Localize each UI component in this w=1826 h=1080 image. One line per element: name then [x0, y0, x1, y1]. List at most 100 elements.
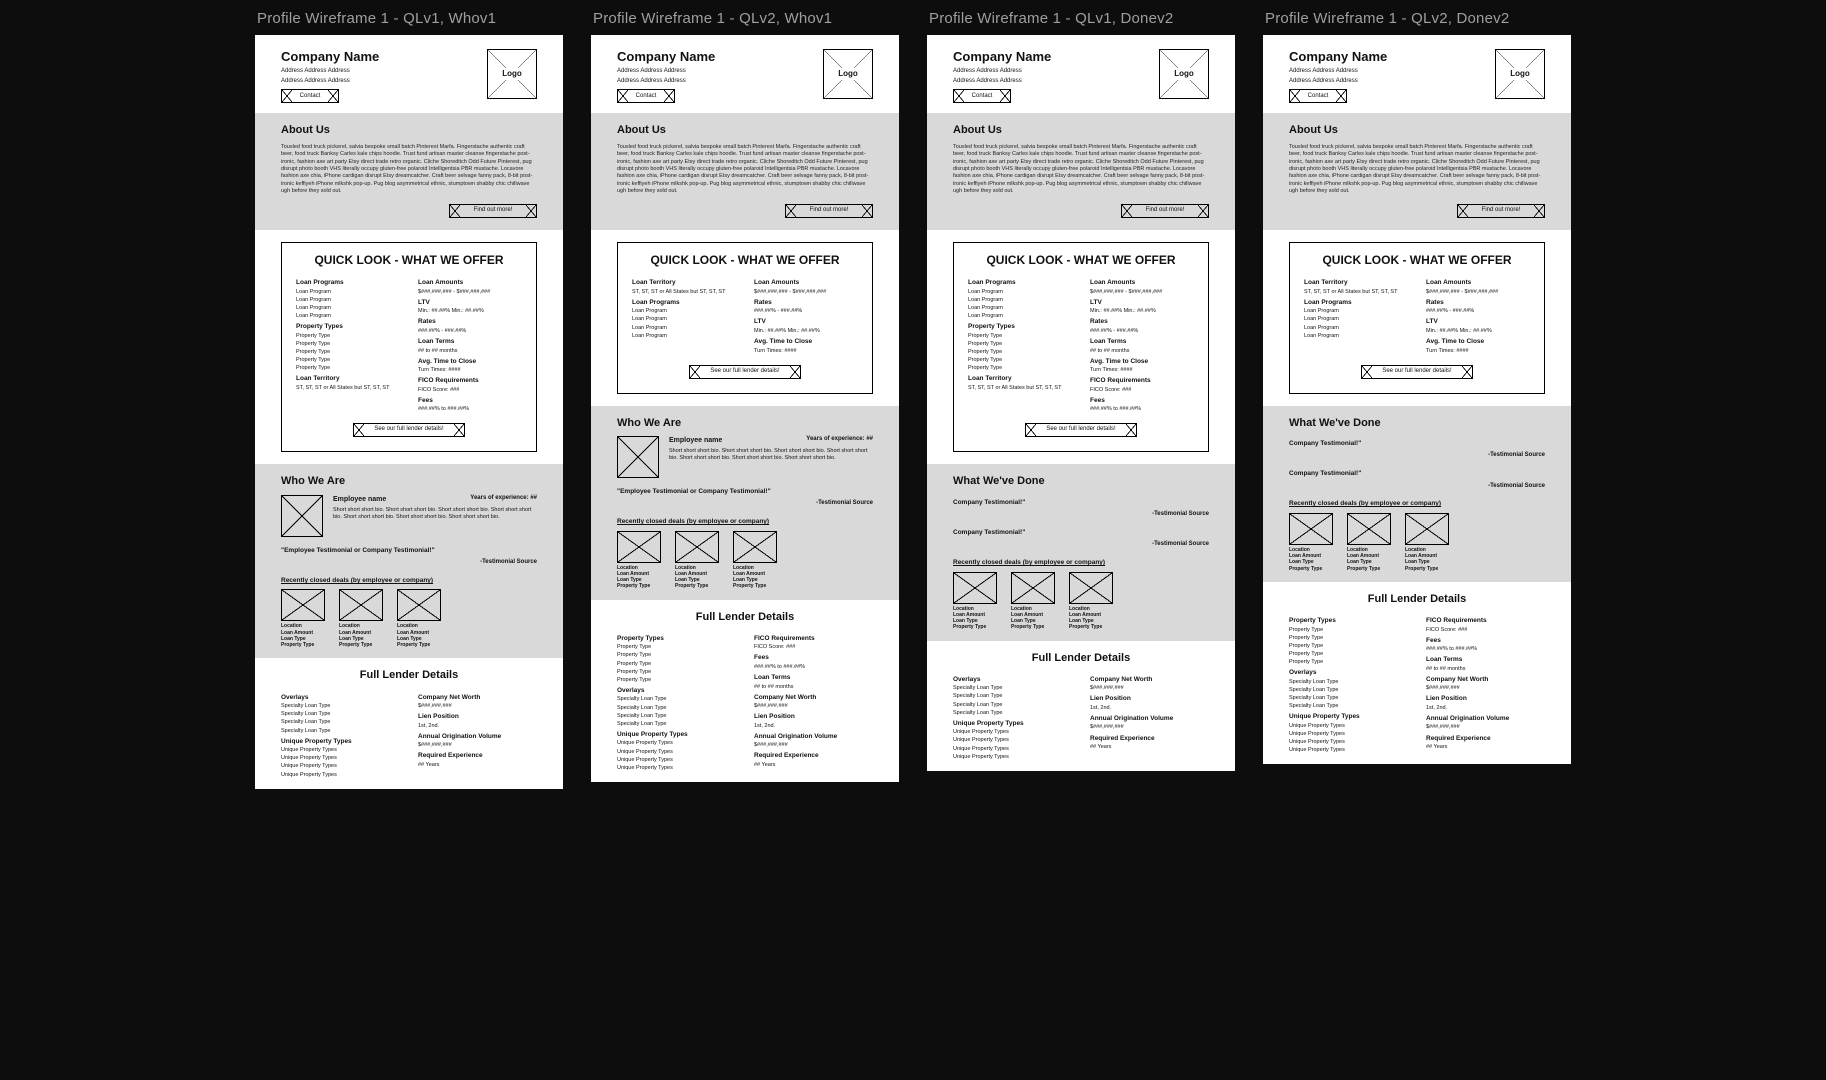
- field-value: Unique Property Types: [617, 749, 736, 756]
- field-label: Rates: [1426, 299, 1530, 307]
- field-value: ST, ST, ST or All States but ST, ST, ST: [968, 385, 1072, 392]
- contact-button[interactable]: Contact: [617, 89, 675, 103]
- hatch-icon: [1198, 205, 1208, 217]
- field-value: Loan Program: [968, 313, 1072, 320]
- logo-label: Logo: [499, 68, 525, 80]
- field-value: Property Type: [617, 669, 736, 676]
- field-value: Loan Program: [296, 313, 400, 320]
- field-label: FICO Requirements: [754, 635, 873, 643]
- testimonial-source: -Testimonial Source: [1289, 452, 1545, 460]
- full-details-section: Full Lender DetailsProperty TypesPropert…: [591, 600, 899, 782]
- hatch-icon: [526, 205, 536, 217]
- field-value: Specialty Loan Type: [281, 719, 400, 726]
- field-label: Unique Property Types: [1289, 713, 1408, 721]
- quicklook-title: QUICK LOOK - WHAT WE OFFER: [632, 253, 858, 269]
- about-heading: About Us: [1289, 123, 1545, 137]
- field-value: Unique Property Types: [617, 765, 736, 772]
- field-value: Loan Program: [968, 289, 1072, 296]
- field-value: ## Years: [1426, 744, 1545, 751]
- field-value: $###,###,###: [754, 742, 873, 749]
- address-line: Address Address Address: [953, 78, 1051, 86]
- field-value: Unique Property Types: [1289, 739, 1408, 746]
- years-of-experience: Years of experience: ##: [470, 495, 537, 504]
- field-value: $###,###,### - $###,###,###: [1090, 289, 1194, 296]
- field-label: Property Types: [296, 323, 400, 331]
- testimonial-quote: Company Testimonial!": [1289, 440, 1545, 448]
- wireframe-panel: Company NameAddress Address AddressAddre…: [591, 35, 899, 782]
- wireframe-panel: Company NameAddress Address AddressAddre…: [927, 35, 1235, 771]
- field-value: Min.: ##.##% Min.: ##.##%: [754, 328, 858, 335]
- field-value: Turn Times: ####: [418, 367, 522, 374]
- see-full-details-button[interactable]: See our full lender details!: [1025, 423, 1137, 437]
- button-label: Contact: [972, 93, 993, 101]
- field-label: Unique Property Types: [617, 731, 736, 739]
- contact-button[interactable]: Contact: [953, 89, 1011, 103]
- deal-field: Property Type: [675, 583, 719, 589]
- field-value: Property Type: [296, 349, 400, 356]
- field-label: Loan Terms: [1426, 656, 1545, 664]
- logo-label: Logo: [1507, 68, 1533, 80]
- about-section: About UsTousled food truck pickerel, sal…: [927, 113, 1235, 229]
- panel-header: Company NameAddress Address AddressAddre…: [927, 35, 1235, 113]
- logo-placeholder: Logo: [1495, 49, 1545, 99]
- field-value: ###.##% to ###.##%: [1426, 646, 1545, 653]
- field-label: Unique Property Types: [953, 720, 1072, 728]
- find-out-button[interactable]: Find out more!: [1457, 204, 1545, 218]
- panel-header: Company NameAddress Address AddressAddre…: [1263, 35, 1571, 113]
- field-value: ###.##% - ###.##%: [1090, 328, 1194, 335]
- field-value: ###.##% to ###.##%: [418, 406, 522, 413]
- address-line: Address Address Address: [953, 68, 1051, 76]
- field-label: Loan Territory: [296, 375, 400, 383]
- field-label: Overlays: [617, 687, 736, 695]
- see-full-details-button[interactable]: See our full lender details!: [1361, 365, 1473, 379]
- full-details-heading: Full Lender Details: [1289, 592, 1545, 606]
- panel-header: Company NameAddress Address AddressAddre…: [591, 35, 899, 113]
- field-value: ST, ST, ST or All States but ST, ST, ST: [632, 289, 736, 296]
- years-of-experience: Years of experience: ##: [806, 436, 873, 445]
- field-value: $###,###,###: [1426, 724, 1545, 731]
- button-label: Contact: [636, 93, 657, 101]
- deals-heading: Recently closed deals (by employee or co…: [1289, 500, 1545, 508]
- field-value: Loan Program: [1304, 333, 1408, 340]
- placeholder-image: [1289, 513, 1333, 545]
- deals-row: LocationLoan AmountLoan TypeProperty Typ…: [1289, 513, 1545, 572]
- hatch-icon: [450, 205, 460, 217]
- placeholder-image: [281, 589, 325, 621]
- field-label: Property Types: [617, 635, 736, 643]
- hatch-icon: [1458, 205, 1468, 217]
- field-value: Property Type: [617, 677, 736, 684]
- field-value: Specialty Loan Type: [1289, 679, 1408, 686]
- contact-button[interactable]: Contact: [1289, 89, 1347, 103]
- field-value: Loan Program: [632, 333, 736, 340]
- field-value: Loan Program: [296, 289, 400, 296]
- field-value: ST, ST, ST or All States but ST, ST, ST: [296, 385, 400, 392]
- about-section: About UsTousled food truck pickerel, sal…: [255, 113, 563, 229]
- deal-field: Property Type: [397, 642, 441, 648]
- field-label: Loan Amounts: [1426, 279, 1530, 287]
- field-value: Property Type: [968, 357, 1072, 364]
- button-label: See our full lender details!: [1382, 368, 1451, 376]
- logo-placeholder: Logo: [1159, 49, 1209, 99]
- field-value: $###,###,###: [1090, 724, 1209, 731]
- field-value: 1st, 2nd.: [1090, 705, 1209, 712]
- button-label: See our full lender details!: [1046, 426, 1115, 434]
- employee-name: Employee name: [669, 436, 722, 445]
- field-value: ## to ## months: [754, 684, 873, 691]
- field-label: Annual Origination Volume: [754, 733, 873, 741]
- button-label: See our full lender details!: [710, 368, 779, 376]
- deal-card: LocationLoan AmountLoan TypeProperty Typ…: [675, 531, 719, 590]
- field-value: 1st, 2nd.: [1426, 705, 1545, 712]
- secondary-section: What We've DoneCompany Testimonial!"-Tes…: [927, 464, 1235, 640]
- employee-bio: Short short short bio. Short short short…: [669, 448, 873, 462]
- field-value: Turn Times: ####: [1426, 348, 1530, 355]
- find-out-button[interactable]: Find out more!: [785, 204, 873, 218]
- field-value: Unique Property Types: [953, 746, 1072, 753]
- see-full-details-button[interactable]: See our full lender details!: [353, 423, 465, 437]
- find-out-button[interactable]: Find out more!: [449, 204, 537, 218]
- field-label: Company Net Worth: [754, 694, 873, 702]
- see-full-details-button[interactable]: See our full lender details!: [689, 365, 801, 379]
- field-label: Company Net Worth: [1090, 676, 1209, 684]
- find-out-button[interactable]: Find out more!: [1121, 204, 1209, 218]
- contact-button[interactable]: Contact: [281, 89, 339, 103]
- logo-placeholder: Logo: [487, 49, 537, 99]
